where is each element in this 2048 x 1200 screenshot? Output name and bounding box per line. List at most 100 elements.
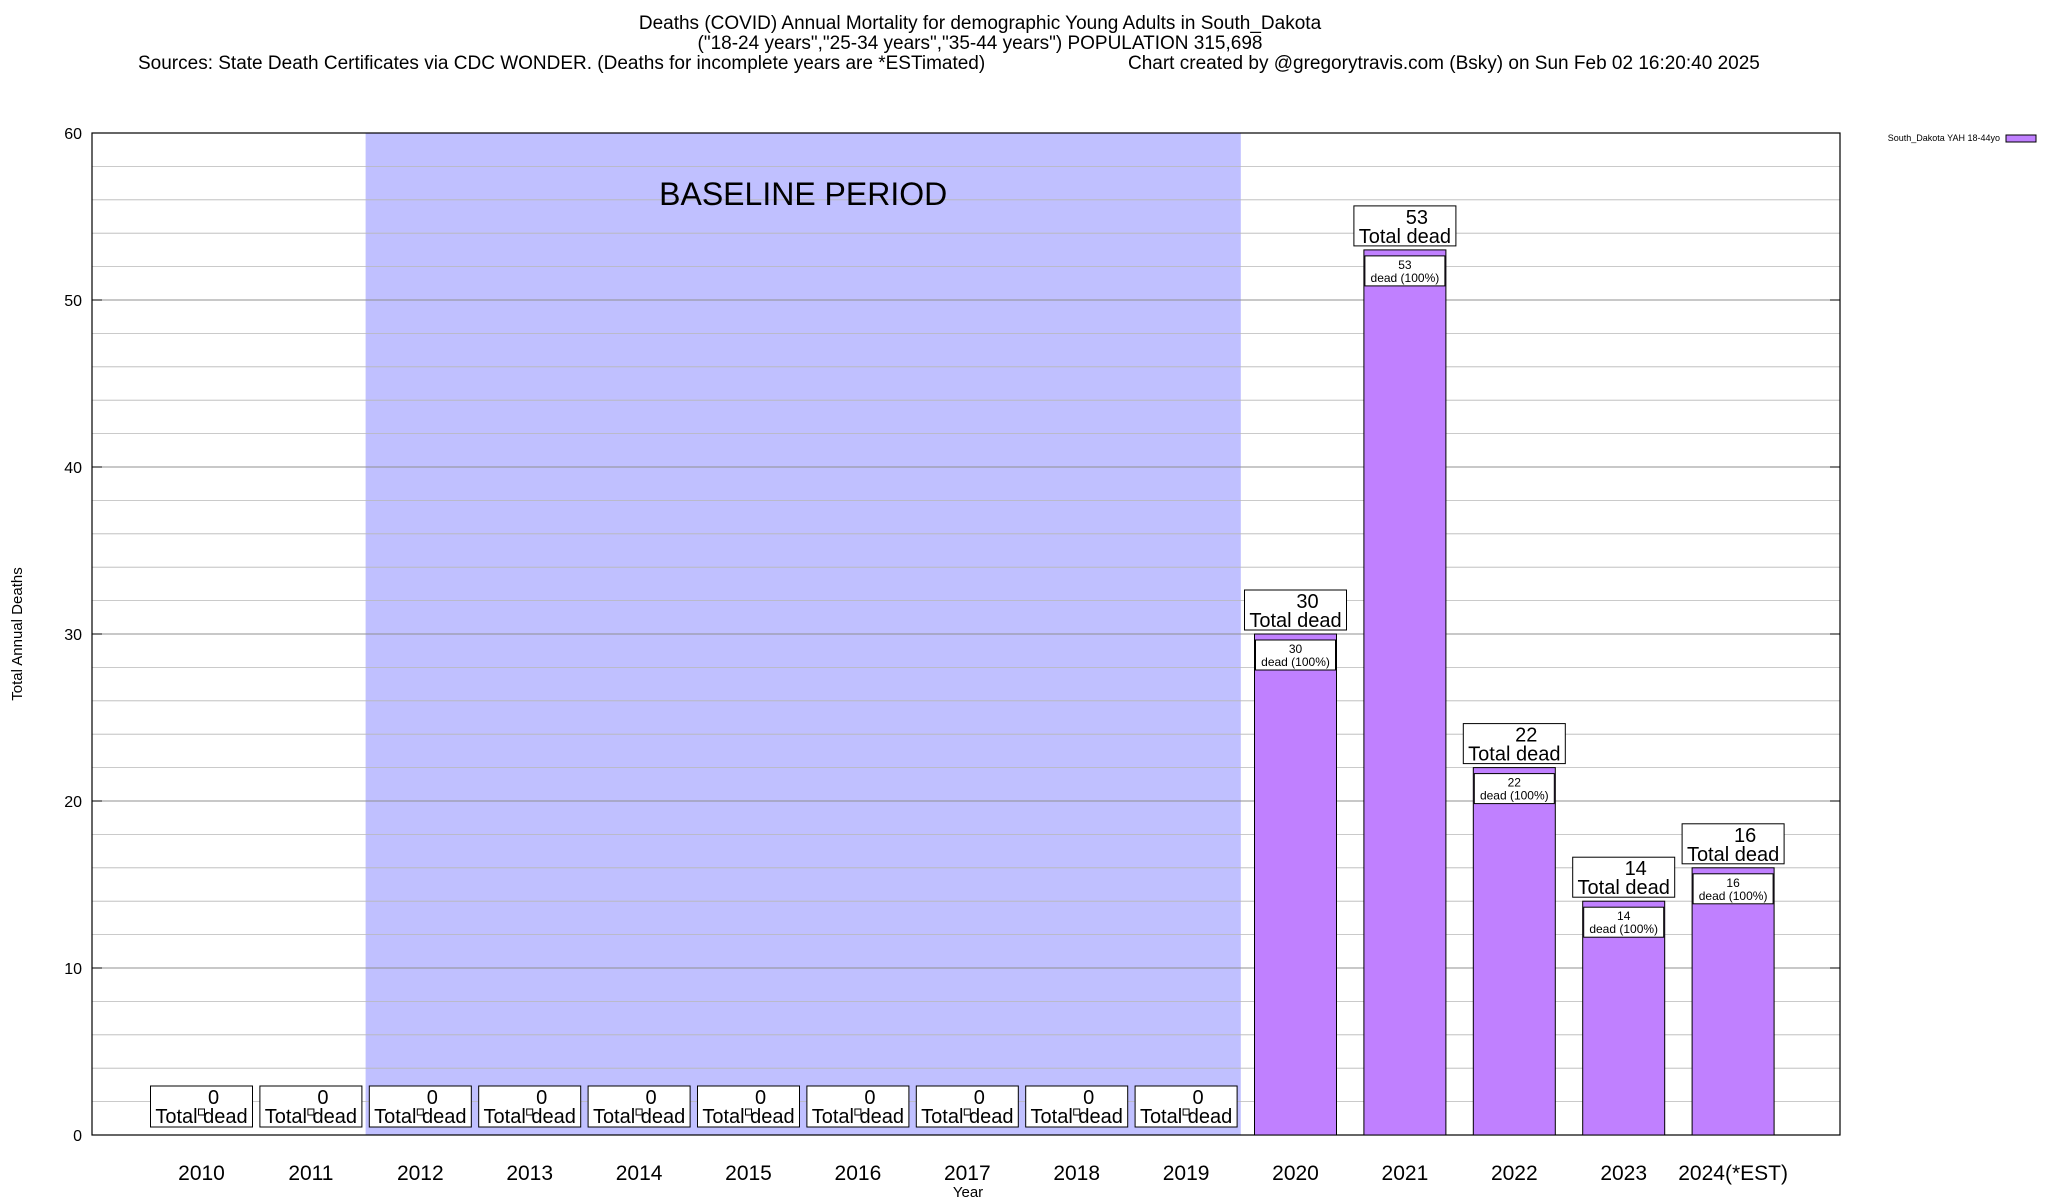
zero-bar-marker — [307, 1108, 315, 1116]
bar-total-value: 22 — [1515, 725, 1537, 747]
bar-total-label: Total dead — [265, 1106, 357, 1128]
bar-total-label-box — [915, 1085, 1019, 1128]
x-tick-label: 2015 — [725, 1162, 772, 1185]
bar-inner-label-box — [1583, 906, 1665, 938]
bar-inner-value: 53 — [1398, 258, 1412, 272]
x-tick-label: 2020 — [1272, 1162, 1319, 1185]
x-tick-label: 2022 — [1491, 1162, 1538, 1185]
bar-total-value: 16 — [1734, 825, 1756, 847]
x-tick-label: 2017 — [944, 1162, 991, 1185]
bar-total-label: Total dead — [374, 1106, 466, 1128]
bar-total-label-box — [1681, 823, 1785, 865]
x-tick-label: 2012 — [397, 1162, 444, 1185]
bar-total-label-box — [1025, 1085, 1129, 1128]
legend-swatch — [2005, 134, 2037, 143]
zero-bar-marker — [854, 1108, 862, 1116]
x-tick-label: 2018 — [1053, 1162, 1100, 1185]
bar-total-label: Total dead — [155, 1106, 247, 1128]
y-tick-label: 50 — [64, 293, 82, 310]
bar-inner-value: 22 — [1508, 776, 1522, 790]
bar-total-value: 30 — [1296, 591, 1318, 613]
bar-inner-label: dead (100%) — [1699, 889, 1768, 903]
bar-total-label: Total dead — [702, 1106, 794, 1128]
bar-total-label-box — [1572, 856, 1676, 898]
bar-inner-value: 30 — [1289, 642, 1303, 656]
bar-total-value: 0 — [208, 1087, 219, 1109]
zero-bar-marker — [635, 1108, 643, 1116]
bar-total-label: Total dead — [1249, 610, 1341, 632]
bar-total-value: 0 — [1193, 1087, 1204, 1109]
zero-bar-marker — [416, 1108, 424, 1116]
bar-total-label-box — [150, 1085, 253, 1128]
bar-inner-label-box — [1473, 773, 1555, 805]
x-tick-label: 2014 — [616, 1162, 663, 1185]
bar-total-label-box — [1134, 1085, 1238, 1128]
bar-total-label: Total dead — [1031, 1106, 1123, 1128]
bar-total-value: 0 — [864, 1087, 875, 1109]
zero-bar-marker — [526, 1108, 534, 1116]
bar-total-label: Total dead — [593, 1106, 685, 1128]
bar-total-label-box — [806, 1085, 910, 1128]
chart-credit: Chart created by @gregorytravis.com (Bsk… — [1128, 53, 1760, 74]
bar-total-value: 0 — [1083, 1087, 1094, 1109]
bar — [1582, 900, 1666, 1136]
bar-inner-label: dead (100%) — [1589, 922, 1658, 936]
bar-total-label-box — [478, 1085, 582, 1128]
bar — [1691, 867, 1775, 1136]
bar-total-label: Total dead — [1687, 844, 1779, 866]
x-tick-label: 2016 — [835, 1162, 882, 1185]
bar-total-value: 14 — [1625, 858, 1647, 880]
bar-total-label-box — [1244, 589, 1347, 631]
x-axis-label: Year — [953, 1184, 983, 1200]
bar-total-label-box — [587, 1085, 691, 1128]
bar-total-value: 0 — [317, 1087, 328, 1109]
y-tick-label: 60 — [64, 126, 82, 143]
y-axis-label: Total Annual Deaths — [9, 567, 26, 700]
bar — [1363, 249, 1447, 1136]
bar-inner-label-box — [1364, 255, 1446, 287]
x-tick-label: 2019 — [1163, 1162, 1210, 1185]
y-tick-label: 30 — [64, 627, 82, 644]
bar-total-label: Total dead — [1578, 877, 1670, 899]
bar-total-value: 0 — [536, 1087, 547, 1109]
zero-bar-marker — [745, 1108, 752, 1116]
bar-total-value: 0 — [427, 1087, 438, 1109]
bar-total-label: Total dead — [1359, 226, 1451, 248]
bar-total-label-box — [1462, 723, 1566, 765]
y-tick-label: 0 — [73, 1128, 82, 1145]
baseline-period-label: BASELINE PERIOD — [659, 176, 947, 212]
y-tick-label: 10 — [64, 961, 82, 978]
x-tick-label: 2023 — [1600, 1162, 1647, 1185]
bar-inner-label-box — [1692, 873, 1774, 905]
bar-inner-label: dead (100%) — [1261, 655, 1330, 669]
bar-total-label-box — [697, 1085, 800, 1128]
bar-inner-value: 16 — [1726, 876, 1740, 890]
zero-bar-marker — [1182, 1108, 1190, 1116]
bar-total-value: 0 — [646, 1087, 657, 1109]
bar-total-label-box — [259, 1085, 363, 1128]
legend-label: South_Dakota YAH 18-44yo — [1888, 133, 2000, 143]
y-tick-label: 40 — [64, 460, 82, 477]
bar-total-label: Total dead — [921, 1106, 1013, 1128]
chart-subtitle: ("18-24 years","25-34 years","35-44 year… — [697, 33, 1263, 54]
bar — [1472, 767, 1556, 1136]
x-tick-label: 2013 — [506, 1162, 553, 1185]
x-tick-label: 2024(*EST) — [1678, 1162, 1788, 1185]
zero-bar-marker — [963, 1108, 971, 1116]
bar-total-value: 0 — [974, 1087, 985, 1109]
plot-frame — [91, 132, 1841, 1136]
zero-bar-marker — [1073, 1108, 1081, 1116]
chart-sources: Sources: State Death Certificates via CD… — [138, 53, 986, 74]
bar-total-label: Total dead — [812, 1106, 904, 1128]
x-tick-label: 2021 — [1382, 1162, 1429, 1185]
bar-inner-value: 14 — [1617, 909, 1631, 923]
bar-total-label: Total dead — [1468, 744, 1560, 766]
bar-total-label-box — [368, 1085, 472, 1128]
zero-bar-marker — [198, 1108, 205, 1116]
bar-total-label: Total dead — [484, 1106, 576, 1128]
x-tick-label: 2010 — [178, 1162, 225, 1185]
bar-total-value: 53 — [1406, 207, 1428, 229]
bar-total-label: Total dead — [1140, 1106, 1232, 1128]
bar-total-value: 0 — [755, 1087, 766, 1109]
